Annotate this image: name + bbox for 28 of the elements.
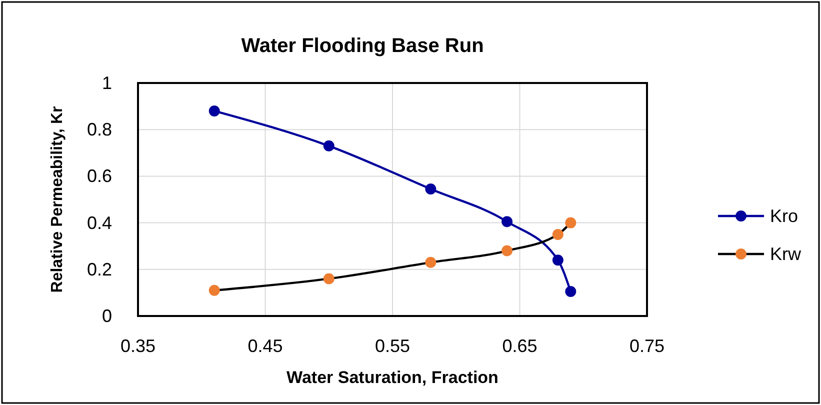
x-axis-title: Water Saturation, Fraction — [286, 368, 498, 387]
y-tick-label: 0.2 — [86, 259, 112, 280]
x-tick-label: 0.35 — [120, 336, 156, 356]
point — [565, 217, 576, 228]
x-tick-label: 0.45 — [248, 336, 283, 356]
y-tick-label: 0.4 — [86, 212, 112, 233]
point — [552, 254, 564, 266]
x-tick-label: 0.65 — [502, 336, 538, 356]
point — [323, 273, 334, 284]
x-tick-label: 0.75 — [629, 336, 665, 356]
y-tick-label: 0.8 — [86, 120, 112, 140]
legend-label: Kro — [770, 206, 798, 226]
y-axis-title: Relative Permeability, Kr — [49, 106, 66, 293]
point — [502, 245, 513, 256]
y-tick-label: 0.6 — [86, 166, 112, 186]
x-tick-label: 0.55 — [374, 336, 410, 356]
point — [502, 216, 513, 228]
point — [323, 140, 334, 152]
chart-title: Water Flooding Base Run — [241, 35, 484, 57]
legend-label: Krw — [770, 244, 802, 264]
point — [208, 105, 220, 116]
point — [552, 228, 564, 240]
point — [425, 184, 436, 195]
y-tick-label: 0 — [102, 306, 112, 326]
y-tick-label: 1 — [102, 73, 112, 93]
point — [208, 284, 220, 296]
point — [425, 256, 436, 268]
point — [565, 286, 576, 298]
